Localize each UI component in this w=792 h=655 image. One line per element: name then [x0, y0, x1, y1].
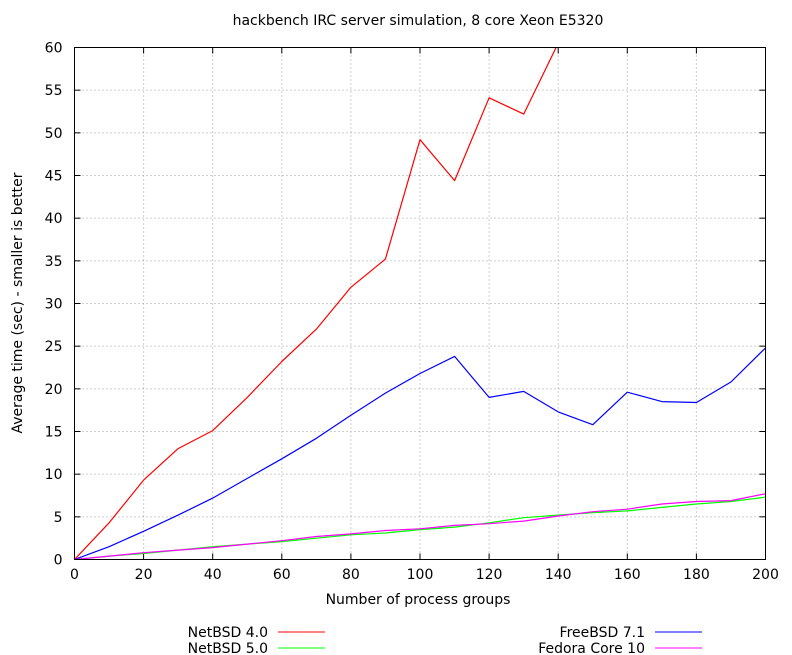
x-tick-label: 20: [135, 567, 153, 583]
x-tick-label: 120: [476, 567, 503, 583]
legend-item-netbsd-5-0: NetBSD 5.0: [188, 641, 325, 655]
y-tick-label: 10: [45, 467, 63, 483]
x-axis-title: Number of process groups: [326, 592, 511, 608]
legend-label-freebsd-7-1: FreeBSD 7.1: [560, 625, 645, 641]
plot-frame: [74, 47, 766, 560]
legend-item-freebsd-7-1: FreeBSD 7.1: [560, 625, 702, 641]
chart-title: hackbench IRC server simulation, 8 core …: [233, 13, 604, 29]
y-tick-label: 45: [45, 169, 63, 185]
x-tick-labels: 0 20 40 60 80 100 120 140 160 180 200: [70, 567, 779, 583]
y-tick-label: 0: [54, 553, 63, 569]
x-tick-label: 80: [342, 567, 360, 583]
x-tick-label: 60: [273, 567, 291, 583]
x-tick-label: 0: [70, 567, 79, 583]
x-tick-label: 200: [752, 567, 779, 583]
legend-label-netbsd-4-0: NetBSD 4.0: [188, 625, 268, 641]
y-tick-label: 55: [45, 83, 63, 99]
x-tick-label: 100: [407, 567, 434, 583]
x-tick-label: 180: [683, 567, 710, 583]
legend-label-fedora-core-10: Fedora Core 10: [538, 641, 645, 655]
y-tick-label: 60: [45, 41, 63, 57]
series-lines: [74, 47, 766, 560]
y-tick-label: 40: [45, 211, 63, 227]
series-line-freebsd-7-1: [74, 347, 766, 560]
y-tick-label: 30: [45, 297, 63, 313]
y-tick-label: 25: [45, 339, 63, 355]
y-tick-label: 50: [45, 126, 63, 142]
y-tick-label: 5: [54, 510, 63, 526]
y-tick-labels: 0 5 10 15 20 25 30 35 40 45 50 55 60: [45, 41, 63, 569]
y-tick-label: 35: [45, 254, 63, 270]
series-line-netbsd-4-0: [74, 47, 557, 560]
y-tick-label: 20: [45, 382, 63, 398]
legend-label-netbsd-5-0: NetBSD 5.0: [188, 641, 268, 655]
grid-lines: [74, 47, 766, 560]
legend-item-fedora-core-10: Fedora Core 10: [538, 641, 702, 655]
x-tick-label: 140: [545, 567, 572, 583]
series-line-fedora-core-10: [74, 493, 766, 560]
x-tick-label: 40: [204, 567, 222, 583]
legend: NetBSD 4.0 NetBSD 5.0 FreeBSD 7.1 Fedora…: [188, 625, 702, 655]
y-tick-label: 15: [45, 425, 63, 441]
legend-item-netbsd-4-0: NetBSD 4.0: [188, 625, 325, 641]
y-axis-title: Average time (sec) - smaller is better: [10, 172, 26, 433]
x-tick-label: 160: [614, 567, 641, 583]
